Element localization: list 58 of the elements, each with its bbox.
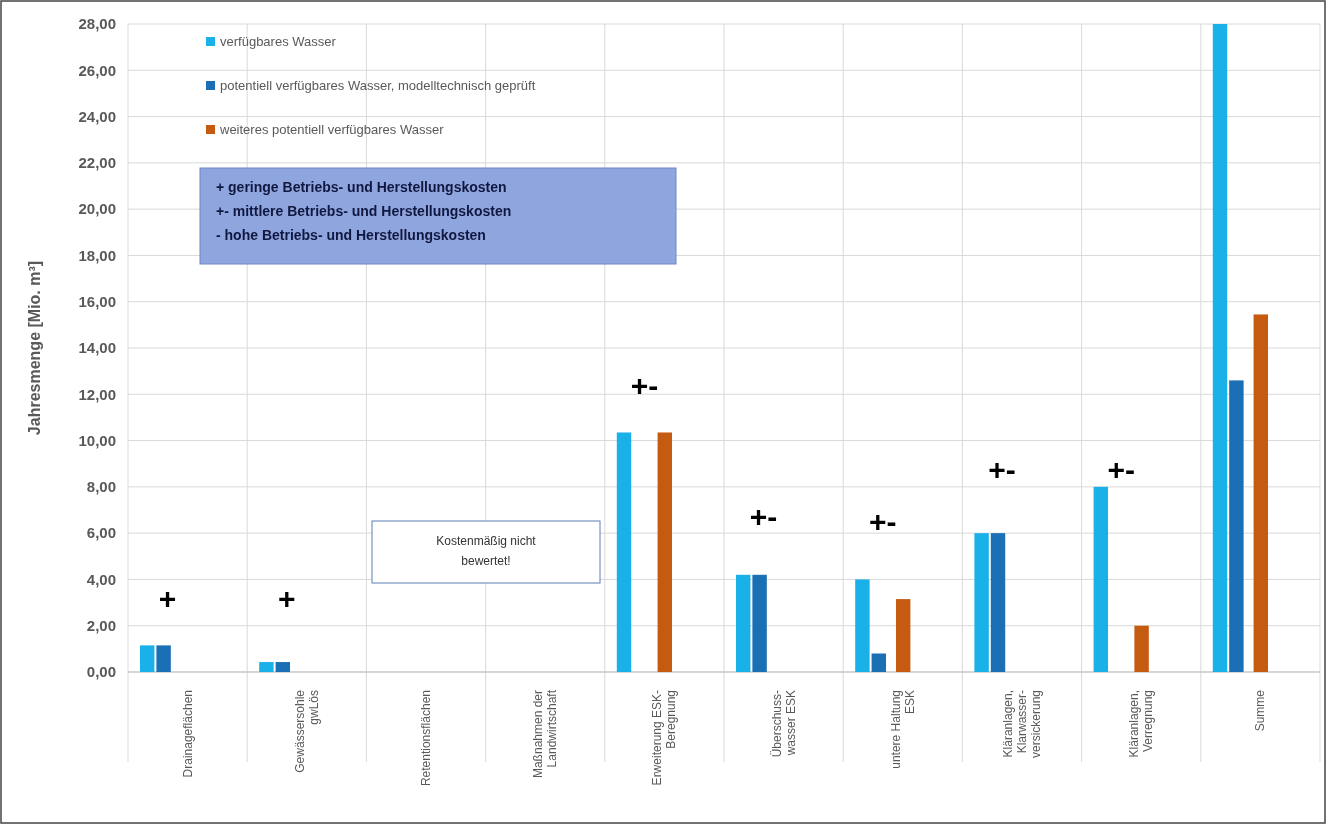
bar bbox=[1093, 486, 1109, 672]
x-tick-label: Drainageflächen bbox=[180, 690, 195, 778]
annotation: +- bbox=[869, 504, 897, 538]
y-tick-label: 10,00 bbox=[78, 431, 116, 449]
annotation: + bbox=[278, 581, 296, 615]
annotation: + geringe Betriebs- und Herstellungskosten +- mittlere Betriebs- und Herstellungskosten - hohe Betriebs- und Herstellungskosten bbox=[216, 179, 512, 243]
annotation: Kostenmäßig nicht bewertet! bbox=[436, 534, 537, 568]
x-tick-label: Kläranlagen, Klarwasser- versickerung bbox=[1001, 690, 1043, 759]
bar bbox=[752, 574, 767, 672]
y-tick-label: 2,00 bbox=[86, 617, 116, 635]
x-tick-label: Kläranlagen, Verregnung bbox=[1127, 690, 1156, 758]
x-tick-label: Summe bbox=[1253, 689, 1268, 732]
y-tick-label: 20,00 bbox=[78, 200, 116, 218]
annotation: + bbox=[158, 581, 177, 615]
note-text-box: Kostenmäßig nicht bewertet! bbox=[371, 520, 601, 584]
y-tick-label: 28,00 bbox=[78, 15, 116, 33]
bar bbox=[275, 662, 291, 672]
x-tick-label: untere Haltung ESK bbox=[888, 690, 917, 769]
annotation: +- bbox=[1107, 452, 1135, 486]
annotation: +- bbox=[630, 368, 659, 402]
legend-text-box: + geringe Betriebs- und Herstellungskosten +- mittlere Betriebs- und Herstellungskosten - hohe Betriebs- und Herstellungskosten bbox=[199, 167, 677, 265]
y-tick-label: 12,00 bbox=[78, 385, 116, 403]
y-tick-label: 4,00 bbox=[86, 570, 116, 588]
bar bbox=[259, 662, 274, 672]
y-axis-title: Jahresmenge [Mio. m³] bbox=[26, 260, 43, 436]
x-tick-label: Gewässersohle gwLös bbox=[292, 689, 321, 773]
legend-label: potentiell verfügbares Wasser, modelltechnisch geprüft bbox=[220, 78, 536, 93]
bar bbox=[616, 432, 632, 672]
bar bbox=[1212, 24, 1228, 672]
legend-label: weiteres potentiell verfügbares Wasser bbox=[219, 122, 445, 137]
bar bbox=[140, 645, 155, 672]
y-tick-label: 6,00 bbox=[86, 524, 116, 542]
y-tick-label: 22,00 bbox=[78, 154, 116, 172]
bar bbox=[156, 645, 171, 672]
y-tick-label: 8,00 bbox=[86, 478, 116, 496]
bar bbox=[974, 533, 989, 672]
bar bbox=[871, 653, 887, 672]
bar bbox=[1253, 314, 1268, 672]
legend-label: verfügbares Wasser bbox=[220, 34, 337, 49]
y-tick-label: 26,00 bbox=[78, 61, 116, 79]
y-tick-label: 16,00 bbox=[78, 293, 116, 311]
y-tick-label: 14,00 bbox=[78, 339, 116, 357]
y-tick-label: 24,00 bbox=[78, 107, 116, 125]
bar bbox=[657, 432, 672, 672]
x-tick-label: Erweiterung ESK- Beregnung bbox=[650, 690, 679, 786]
y-tick-label: 18,00 bbox=[78, 246, 116, 264]
x-tick-label: Überschuss- wasser ESK bbox=[769, 690, 798, 758]
annotation: +- bbox=[749, 499, 778, 533]
x-tick-label: Retentionsflächen bbox=[419, 690, 433, 787]
annotation: +- bbox=[988, 452, 1016, 486]
bar bbox=[855, 579, 870, 672]
x-tick-label: Maßnahmen der Landwirtschaft bbox=[531, 689, 560, 779]
bar bbox=[1229, 380, 1244, 672]
bar bbox=[990, 533, 1006, 672]
bar bbox=[895, 599, 911, 672]
y-tick-label: 0,00 bbox=[86, 663, 116, 681]
bar bbox=[736, 574, 751, 672]
bar bbox=[1134, 625, 1149, 672]
